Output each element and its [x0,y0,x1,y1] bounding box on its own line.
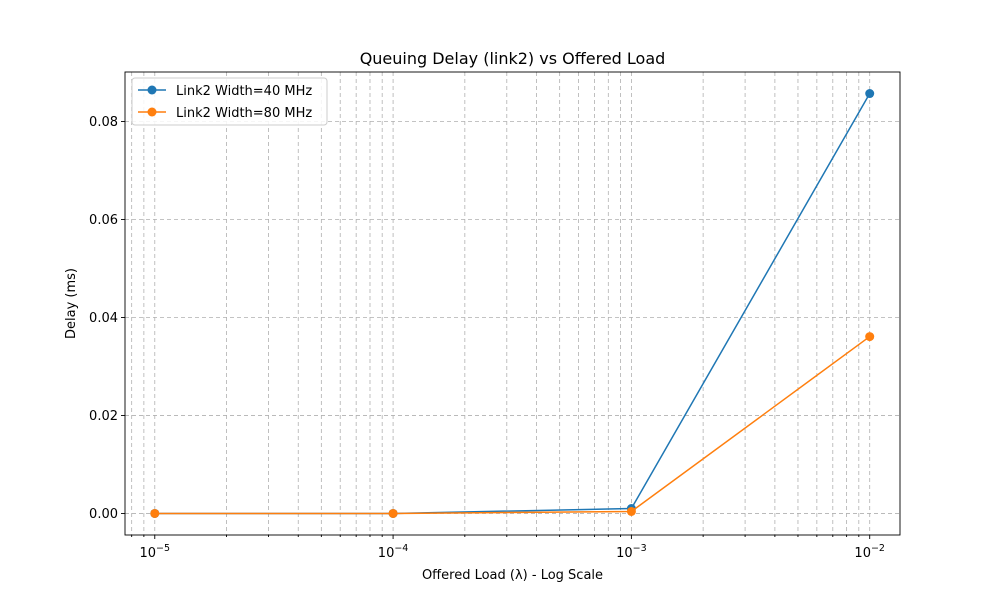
y-tick-label: 0.08 [89,115,118,130]
y-tick-label: 0.00 [89,507,118,522]
legend-marker-series-1 [147,85,157,95]
x-tick-label: 10−3 [616,543,647,561]
grid-layer [125,72,900,535]
data-point-series-1 [865,89,875,99]
series-line-1 [154,93,871,515]
data-point-series-2 [865,332,875,342]
y-axis-label: Delay (ms) [64,268,79,339]
plot-frame [124,71,901,536]
legend: Link2 Width=40 MHz Link2 Width=80 MHz [131,77,328,126]
legend-marker-series-2 [147,107,157,117]
x-tick-label: 10−2 [854,543,885,561]
data-point-series-2 [150,508,160,518]
series-line-2 [154,335,871,515]
legend-label-series-2: Link2 Width=80 MHz [176,106,312,121]
data-point-series-2 [388,508,398,518]
chart-title: Queuing Delay (link2) vs Offered Load [360,49,666,68]
ticks-layer: 0.00 0.02 0.04 0.06 0.08 10−5 10−4 10−3 10−2 [89,115,885,561]
y-tick-label: 0.04 [89,311,118,326]
legend-box [131,77,328,126]
x-tick-label: 10−4 [378,543,409,561]
x-tick-label: 10−5 [139,543,170,561]
legend-label-series-1: Link2 Width=40 MHz [176,84,312,99]
y-tick-label: 0.02 [89,409,118,424]
series-layer [150,89,875,518]
data-point-series-2 [626,506,636,516]
x-axis-label: Offered Load (λ) - Log Scale [422,568,603,583]
y-tick-label: 0.06 [89,213,118,228]
